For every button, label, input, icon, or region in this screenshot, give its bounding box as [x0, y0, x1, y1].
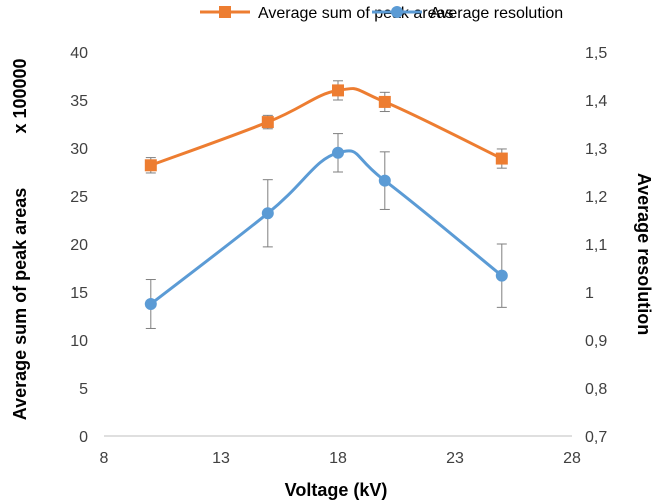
data-point-circle — [332, 146, 344, 159]
right-axis-title: Average resolution — [634, 173, 654, 335]
right-y-tick-label: 0,7 — [585, 429, 607, 446]
data-point-square — [144, 159, 157, 172]
right-y-tick-label: 1,2 — [585, 189, 607, 206]
series-peak-areas — [144, 80, 508, 174]
x-tick-label: 18 — [329, 450, 347, 467]
right-y-tick-label: 1 — [585, 285, 594, 302]
left-y-tick-label: 30 — [70, 141, 88, 158]
left-axis-title: Average sum of peak areas x 100000 — [10, 58, 30, 420]
data-point-circle — [261, 207, 274, 220]
data-point-circle — [495, 269, 508, 282]
x-tick-label: 28 — [563, 450, 581, 467]
data-point-square — [332, 84, 344, 97]
left-y-tick-labels: 0 5 10 15 20 25 30 35 40 — [70, 45, 88, 446]
x-tick-labels: 8 13 18 23 28 — [100, 450, 581, 467]
x-tick-label: 23 — [446, 450, 464, 467]
data-point-circle — [378, 174, 391, 187]
right-y-tick-labels: 0,7 0,8 0,9 1 1,1 1,2 1,3 1,4 1,5 — [585, 45, 607, 446]
x-tick-label: 8 — [100, 450, 109, 467]
left-y-tick-label: 10 — [70, 333, 88, 350]
legend-marker-square — [219, 6, 231, 18]
left-axis-title-main: Average sum of peak areas — [10, 188, 30, 420]
right-y-tick-label: 1,1 — [585, 237, 607, 254]
data-point-square — [495, 152, 508, 165]
x-tick-label: 13 — [212, 450, 230, 467]
left-y-tick-label: 20 — [70, 237, 88, 254]
data-point-square — [261, 116, 274, 129]
right-y-tick-label: 0,8 — [585, 381, 607, 398]
data-point-square — [378, 95, 391, 108]
legend-entry-peak-areas: Average sum of peak areas — [200, 5, 453, 22]
right-y-tick-label: 1,4 — [585, 93, 607, 110]
legend-marker-circle — [391, 6, 403, 18]
x-axis-title: Voltage (kV) — [285, 480, 388, 500]
series-line-resolution — [149, 149, 503, 306]
legend-label-peak-areas: Average sum of peak areas — [258, 5, 453, 22]
legend: Average sum of peak areas Average resolu… — [200, 5, 563, 22]
data-point-circle — [144, 298, 157, 310]
left-y-tick-label: 25 — [70, 189, 88, 206]
series-line-peak-areas — [150, 87, 503, 167]
series-resolution — [144, 133, 508, 329]
left-y-tick-label: 15 — [70, 285, 88, 302]
right-y-tick-label: 1,3 — [585, 141, 607, 158]
left-y-tick-label: 5 — [79, 381, 88, 398]
right-y-tick-label: 1,5 — [585, 45, 607, 62]
left-y-tick-label: 35 — [70, 93, 88, 110]
left-axis-title-multiplier: x 100000 — [10, 58, 30, 133]
right-y-tick-label: 0,9 — [585, 333, 607, 350]
left-y-tick-label: 0 — [79, 429, 88, 446]
legend-entry-resolution: Average resolution — [372, 5, 563, 22]
left-y-tick-label: 40 — [70, 45, 88, 62]
plot-area — [144, 80, 508, 329]
legend-label-resolution: Average resolution — [430, 5, 563, 22]
